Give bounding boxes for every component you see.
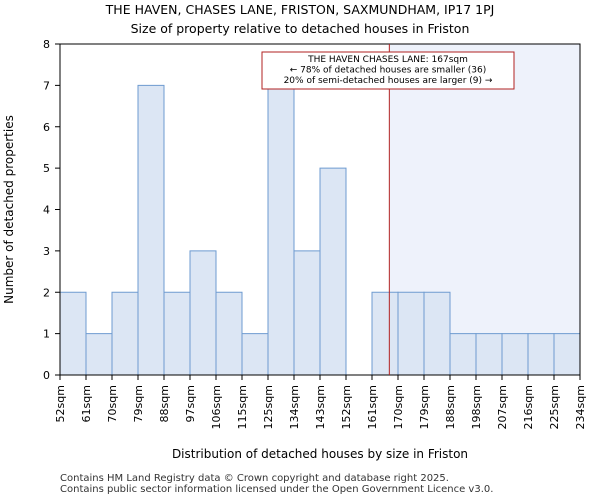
- bar-188sqm: [449, 333, 477, 376]
- x-tick-label-115sqm: 115sqm: [236, 385, 249, 429]
- bar-225sqm: [553, 333, 581, 376]
- bar-170sqm: [397, 291, 425, 376]
- bar-143sqm: [319, 167, 347, 376]
- chart-title-line2: Size of property relative to detached ho…: [130, 21, 470, 36]
- y-tick-label-2: 2: [43, 286, 50, 299]
- bar-134sqm: [293, 250, 321, 376]
- y-axis-label: Number of detached properties: [2, 115, 16, 304]
- x-tick-label-216sqm: 216sqm: [522, 385, 535, 429]
- annotation-line-1: THE HAVEN CHASES LANE: 167sqm: [307, 55, 468, 65]
- bar-161sqm: [371, 291, 399, 376]
- chart: 0 1 2 3 4 5 6 7 8 52sqm 61sqm 70sqm 79sqm 88sqm 97sqm 1…: [2, 38, 587, 461]
- x-tick-label-79sqm: 79sqm: [132, 385, 145, 422]
- x-tick-label-143sqm: 143sqm: [314, 385, 327, 429]
- chart-title-line1: THE HAVEN, CHASES LANE, FRISTON, SAXMUND…: [105, 2, 495, 17]
- bar-70sqm: [111, 291, 139, 376]
- bar-88sqm: [163, 291, 191, 376]
- bar-207sqm: [501, 333, 529, 376]
- y-tick-label-8: 8: [43, 38, 50, 51]
- footer-copyright: Contains HM Land Registry data © Crown c…: [60, 473, 449, 484]
- y-tick-label-3: 3: [43, 245, 50, 258]
- footer-licence: Contains public sector information licen…: [60, 484, 494, 495]
- annotation-line-2: ← 78% of detached houses are smaller (36…: [290, 66, 487, 76]
- x-axis-label: Distribution of detached houses by size …: [172, 447, 468, 461]
- x-tick-label-188sqm: 188sqm: [444, 385, 457, 429]
- annotation-box: [261, 51, 515, 90]
- x-tick-label-97sqm: 97sqm: [184, 385, 197, 422]
- bar-198sqm: [475, 333, 503, 376]
- x-tick-label-125sqm: 125sqm: [262, 385, 275, 429]
- x-tick-label-207sqm: 207sqm: [496, 385, 509, 429]
- x-tick-label-106sqm: 106sqm: [210, 385, 223, 429]
- bar-216sqm: [527, 333, 555, 376]
- bar-79sqm: [137, 84, 165, 376]
- bar-97sqm: [189, 250, 217, 376]
- y-tick-label-5: 5: [43, 162, 50, 175]
- y-tick-label-1: 1: [43, 328, 50, 341]
- x-tick-label-170sqm: 170sqm: [392, 385, 405, 429]
- bar-179sqm: [423, 291, 451, 376]
- x-tick-label-234sqm: 234sqm: [574, 385, 587, 429]
- y-tick-label-7: 7: [43, 79, 50, 92]
- x-tick-label-70sqm: 70sqm: [106, 385, 119, 422]
- x-tick-label-88sqm: 88sqm: [158, 385, 171, 422]
- x-tick-label-52sqm: 52sqm: [54, 385, 67, 422]
- x-tick-label-198sqm: 198sqm: [470, 385, 483, 429]
- x-tick-label-179sqm: 179sqm: [418, 385, 431, 429]
- bar-61sqm: [85, 333, 113, 376]
- y-tick-label-6: 6: [43, 121, 50, 134]
- bar-125sqm: [267, 84, 295, 376]
- x-tick-label-134sqm: 134sqm: [288, 385, 301, 429]
- y-tick-label-0: 0: [43, 369, 50, 382]
- bar-106sqm: [215, 291, 243, 376]
- x-tick-label-152sqm: 152sqm: [340, 385, 353, 429]
- annotation-line-3: 20% of semi-detached houses are larger (…: [284, 76, 493, 86]
- x-tick-label-61sqm: 61sqm: [80, 385, 93, 422]
- bar-52sqm: [59, 291, 87, 376]
- x-tick-label-161sqm: 161sqm: [366, 385, 379, 429]
- x-tick-label-225sqm: 225sqm: [548, 385, 561, 429]
- bar-115sqm: [241, 333, 269, 376]
- y-tick-label-4: 4: [43, 204, 50, 217]
